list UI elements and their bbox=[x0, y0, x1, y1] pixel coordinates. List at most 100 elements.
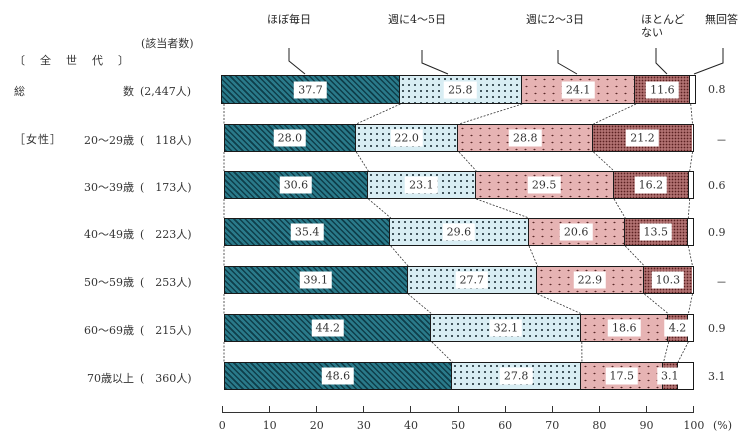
segment-value-label: 30.6 bbox=[279, 176, 313, 194]
segment-value-label: 21.2 bbox=[626, 129, 659, 147]
row-label: 30～39歳 bbox=[84, 181, 134, 194]
stacked-bar: 30.6 23.1 29.5 16.2 bbox=[224, 171, 694, 199]
bar-segment-4-5-days: 27.7 bbox=[407, 267, 537, 293]
no-answer-value: － bbox=[716, 276, 727, 289]
bar-segment-2-3-days: 29.5 bbox=[475, 172, 614, 198]
bar-segment-4-5-days: 27.8 bbox=[451, 363, 582, 389]
x-axis-tick bbox=[222, 406, 223, 413]
x-axis-tick-label: 100 bbox=[683, 419, 705, 432]
segment-value-label: 32.1 bbox=[489, 319, 523, 337]
x-axis-tick-label: 80 bbox=[592, 419, 607, 432]
no-answer-value: 0.9 bbox=[708, 226, 726, 239]
segment-value-label: 28.8 bbox=[508, 129, 542, 147]
segment-value-label: 39.1 bbox=[299, 271, 333, 289]
bar-segment-2-3-days: 22.9 bbox=[536, 267, 644, 293]
x-axis-tick bbox=[551, 406, 553, 413]
no-answer-value: 0.8 bbox=[708, 83, 726, 96]
segment-value-label: 37.7 bbox=[294, 81, 327, 98]
legend-label-rarely: ほとんど ない bbox=[641, 13, 685, 39]
bar-segment-4-5-days: 23.1 bbox=[367, 172, 476, 198]
no-answer-value: － bbox=[716, 134, 727, 147]
bar-segment-daily: 37.7 bbox=[222, 76, 400, 103]
no-answer-value: 0.6 bbox=[708, 179, 726, 192]
legend-label-daily: ほぼ毎日 bbox=[267, 13, 311, 26]
stacked-bar: 48.6 27.8 17.5 3.1 bbox=[224, 362, 694, 390]
bar-segment-daily: 30.6 bbox=[225, 172, 368, 198]
x-axis-tick bbox=[457, 406, 459, 413]
x-axis-tick bbox=[693, 406, 694, 413]
x-axis-tick bbox=[598, 406, 600, 413]
row-sample-size: (2,447人) bbox=[140, 85, 192, 98]
bar-segment-2-3-days: 17.5 bbox=[581, 363, 664, 389]
bar-segment-rarely: 16.2 bbox=[613, 172, 690, 198]
stacked-bar: 28.0 22.0 28.8 21.2 bbox=[224, 124, 694, 152]
segment-value-label: 22.9 bbox=[573, 271, 607, 289]
bar-segment-no-answer bbox=[689, 172, 692, 198]
segment-value-label: 27.7 bbox=[455, 271, 489, 289]
bar-segment-4-5-days: 29.6 bbox=[390, 219, 529, 245]
bar-segment-4-5-days: 25.8 bbox=[399, 76, 522, 103]
segment-value-label: 13.5 bbox=[639, 223, 672, 241]
bar-segment-rarely: 21.2 bbox=[592, 125, 692, 151]
bar-segment-no-answer bbox=[687, 219, 692, 245]
row-label-total-a: 総 bbox=[14, 85, 25, 98]
x-axis-unit: (%) bbox=[713, 419, 733, 432]
row-label: 数 bbox=[123, 85, 134, 98]
row-sample-size: ( 253人) bbox=[140, 276, 192, 289]
segment-value-label: 48.6 bbox=[321, 367, 355, 385]
segment-value-label: 18.6 bbox=[607, 319, 641, 337]
segment-value-label: 20.6 bbox=[559, 223, 593, 241]
bar-segment-4-5-days: 32.1 bbox=[431, 315, 582, 341]
x-axis-tick-label: 60 bbox=[498, 419, 513, 432]
bar-segment-rarely: 10.3 bbox=[643, 267, 692, 293]
row-sample-size: ( 118人) bbox=[140, 134, 192, 147]
legend-label-no-answer: 無回答 bbox=[705, 13, 738, 26]
segment-value-label: 10.3 bbox=[651, 271, 685, 289]
legend-label-4-5-days: 週に4～5日 bbox=[388, 13, 446, 26]
count-header: (該当者数) bbox=[141, 37, 194, 50]
x-axis-tick-label: 10 bbox=[262, 419, 277, 432]
bar-segment-daily: 48.6 bbox=[225, 363, 452, 389]
x-axis-tick bbox=[269, 406, 271, 413]
row-label: 50～59歳 bbox=[84, 276, 134, 289]
segment-value-label: 4.2 bbox=[664, 319, 691, 337]
segment-value-label: 16.2 bbox=[634, 176, 668, 194]
stacked-bar: 44.2 32.1 18.6 4.2 bbox=[224, 314, 694, 342]
stacked-bar: 35.4 29.6 20.6 13.5 bbox=[224, 218, 694, 246]
bar-segment-daily: 28.0 bbox=[225, 125, 356, 151]
segment-value-label: 23.1 bbox=[405, 176, 438, 194]
row-label: 70歳以上 bbox=[87, 372, 134, 385]
row-label: 60～69歳 bbox=[84, 324, 134, 337]
bar-segment-rarely: 4.2 bbox=[664, 315, 691, 341]
segment-value-label: 44.2 bbox=[311, 319, 344, 337]
x-axis-tick-label: 50 bbox=[451, 419, 466, 432]
stacked-bar: 39.1 27.7 22.9 10.3 bbox=[224, 266, 694, 294]
group-label-female: ［女性］ bbox=[14, 133, 62, 146]
row-label: 40～49歳 bbox=[84, 228, 134, 241]
row-sample-size: ( 223人) bbox=[140, 228, 192, 241]
bar-segment-rarely: 11.6 bbox=[635, 76, 691, 103]
segment-value-label: 24.1 bbox=[561, 81, 595, 98]
bar-segment-daily: 44.2 bbox=[225, 315, 432, 341]
x-axis-tick-label: 30 bbox=[356, 419, 371, 432]
stacked-bar: 37.7 25.8 24.1 11.6 bbox=[221, 75, 696, 104]
no-answer-value: 0.9 bbox=[708, 322, 726, 335]
segment-value-label: 29.6 bbox=[442, 223, 476, 241]
x-axis-tick-label: 90 bbox=[639, 419, 654, 432]
bar-segment-rarely: 13.5 bbox=[624, 219, 688, 245]
segment-value-label: 29.5 bbox=[527, 176, 561, 194]
row-sample-size: ( 173人) bbox=[140, 181, 192, 194]
bar-segment-4-5-days: 22.0 bbox=[355, 125, 459, 151]
bar-segment-2-3-days: 18.6 bbox=[581, 315, 669, 341]
x-axis-tick bbox=[316, 406, 318, 413]
group-label-all: 〔 全 世 代 〕 bbox=[14, 54, 131, 67]
bar-segment-2-3-days: 28.8 bbox=[458, 125, 593, 151]
bar-segment-no-answer bbox=[687, 315, 692, 341]
row-sample-size: ( 360人) bbox=[140, 372, 192, 385]
legend-label-2-3-days: 週に2～3日 bbox=[526, 13, 584, 26]
bar-segment-rarely: 3.1 bbox=[657, 363, 683, 389]
segment-value-label: 11.6 bbox=[646, 81, 679, 98]
bar-segment-no-answer bbox=[677, 363, 692, 389]
x-axis-tick bbox=[363, 406, 365, 413]
